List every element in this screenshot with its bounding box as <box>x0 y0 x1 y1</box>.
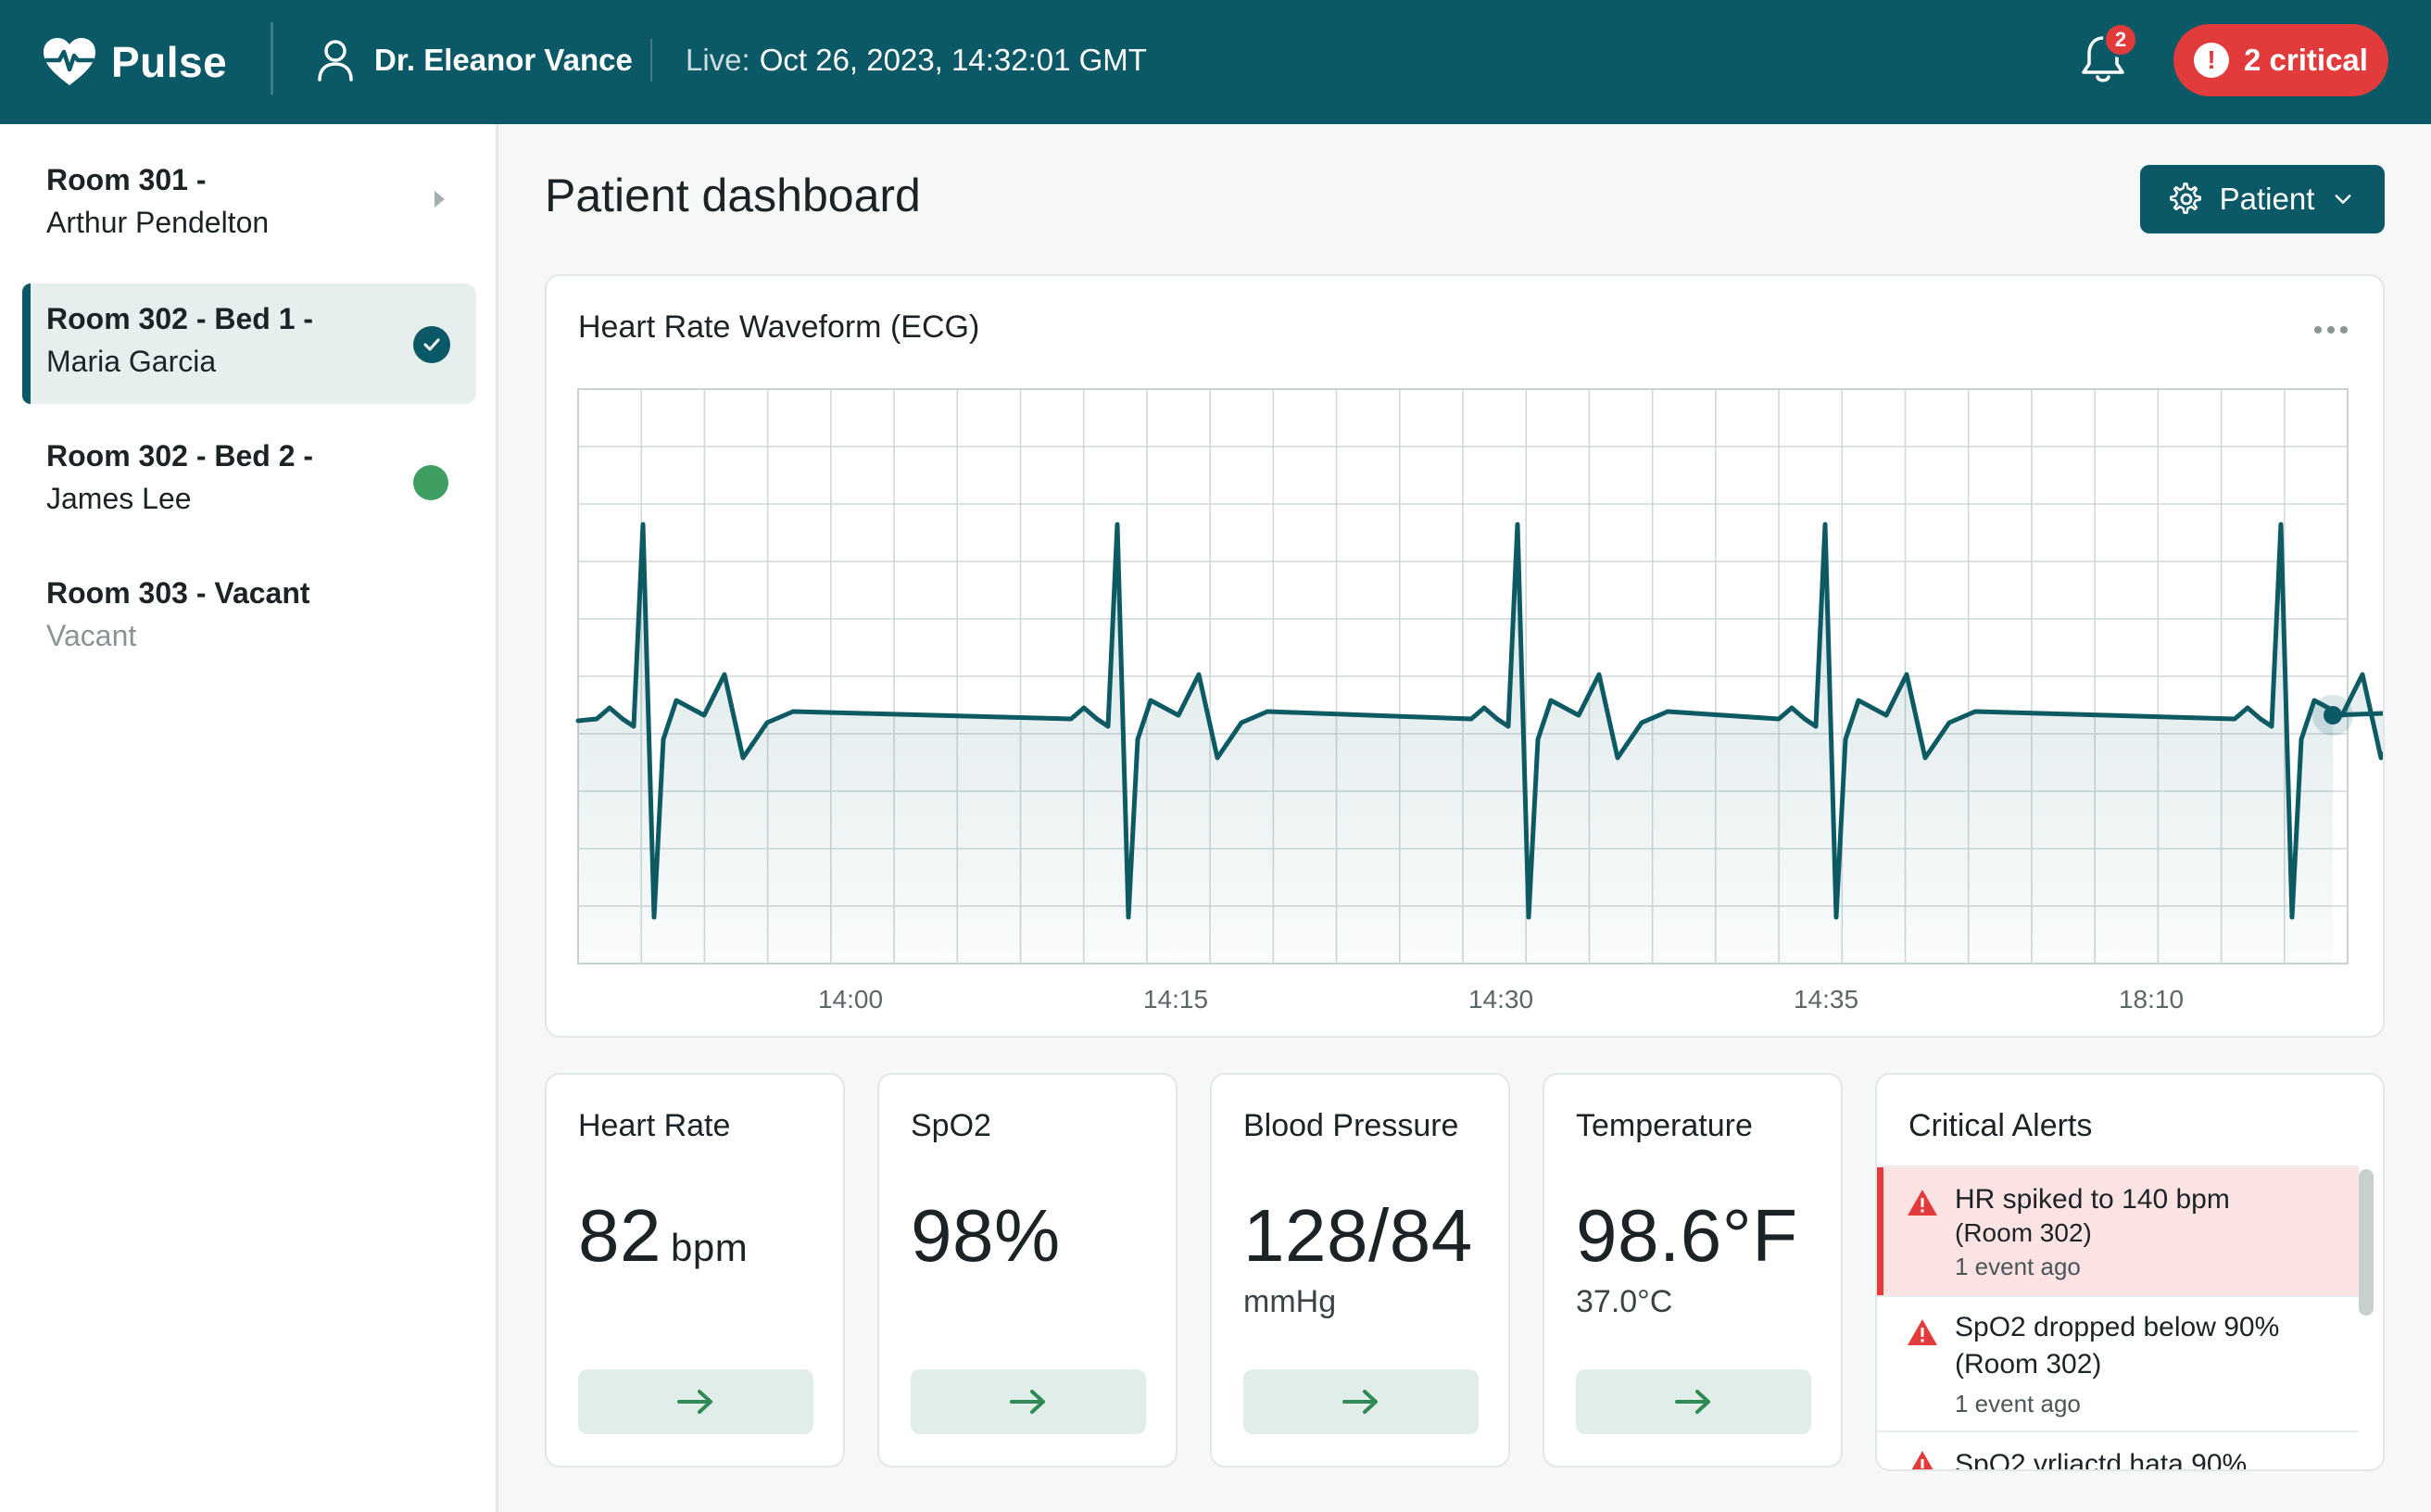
patient-list-item[interactable]: Room 302 - Bed 2 - James Lee <box>22 421 476 541</box>
more-options-icon[interactable] <box>2314 326 2348 334</box>
patient-list-item[interactable]: Room 303 - Vacant Vacant <box>22 558 476 678</box>
arrow-right-icon <box>1675 1390 1710 1414</box>
view-details-button[interactable] <box>578 1369 813 1434</box>
live-label: Live: <box>686 43 750 77</box>
alert-room: (Room 302) <box>1955 1218 2092 1247</box>
heart-rate-card: Heart Rate 82 bpm <box>545 1073 845 1468</box>
ecg-waveform-line <box>575 522 2383 920</box>
stat-title: Heart Rate <box>578 1108 731 1143</box>
critical-alerts-button[interactable]: ! 2 critical <box>2173 24 2388 96</box>
app-name: Pulse <box>111 38 228 86</box>
blood-pressure-card: Blood Pressure 128/84 mmHg <box>1210 1073 1510 1468</box>
stat-secondary-value: 37.0°C <box>1576 1284 1673 1319</box>
user-name: Dr. Eleanor Vance <box>374 43 633 77</box>
stat-unit: bpm <box>670 1226 749 1269</box>
patient-room: Room 302 - Bed 2 - <box>46 439 314 472</box>
x-tick-label: 14:35 <box>1794 985 1858 1014</box>
view-details-button[interactable] <box>1243 1369 1479 1434</box>
x-tick-label: 18:10 <box>2119 985 2184 1014</box>
warning-triangle-icon <box>1908 1190 1937 1216</box>
ecg-chart: 14:00 14:15 14:30 14:35 18:10 <box>575 388 2383 1014</box>
live-time: Oct 26, 2023, 14:32:01 GMT <box>759 43 1147 77</box>
spo2-card: SpO2 98% <box>877 1073 1178 1468</box>
warning-triangle-icon <box>1911 1451 1933 1469</box>
alerts-list[interactable]: HR spiked to 140 bpm (Room 302) 1 event … <box>1877 1166 2359 1471</box>
caret-right-icon <box>435 191 445 208</box>
patient-list-item[interactable]: Room 301 - Arthur Pendelton <box>22 145 476 265</box>
heart-pulse-icon <box>44 38 95 85</box>
patient-room: Room 302 - Bed 1 - <box>46 302 314 335</box>
page-title: Patient dashboard <box>545 170 921 221</box>
alerts-title: Critical Alerts <box>1908 1108 2093 1143</box>
gear-icon <box>2169 183 2201 214</box>
temperature-card: Temperature 98.6°F 37.0°C <box>1543 1073 1843 1468</box>
arrow-right-icon <box>677 1390 712 1414</box>
alert-time: 1 event ago <box>1955 1390 2081 1418</box>
stat-value: 98% <box>911 1194 1061 1277</box>
patient-sidebar: Room 301 - Arthur Pendelton Room 302 - B… <box>0 124 498 1512</box>
alert-item[interactable]: SpO2 dropped below 90% (Room 302) 1 even… <box>1877 1297 2359 1432</box>
alert-room: (Room 302) <box>1955 1349 2102 1380</box>
app-logo[interactable]: Pulse <box>41 32 227 93</box>
alert-message: SpO2 dropped below 90% <box>1955 1312 2280 1342</box>
ecg-card: Heart Rate Waveform (ECG) 14:00 14:15 14:3… <box>545 274 2385 1038</box>
patient-room: Room 303 - Vacant <box>46 576 310 610</box>
stat-unit: mmHg <box>1243 1284 1337 1319</box>
divider <box>271 22 273 94</box>
x-tick-label: 14:30 <box>1468 985 1533 1014</box>
x-tick-label: 14:00 <box>818 985 883 1014</box>
patient-list-item-selected[interactable]: Room 302 - Bed 1 - Maria Garcia <box>22 284 476 404</box>
notification-badge: 2 <box>2103 22 2138 57</box>
stat-value: 82 bpm <box>578 1193 748 1279</box>
stat-number: 82 <box>578 1194 661 1277</box>
alerts-scrollbar[interactable] <box>2359 1169 2374 1316</box>
arrow-right-icon <box>1342 1390 1378 1414</box>
user-menu[interactable]: Dr. Eleanor Vance <box>315 35 633 85</box>
stat-title: Temperature <box>1576 1108 1753 1143</box>
patient-status: Vacant <box>46 619 137 652</box>
stat-title: Blood Pressure <box>1243 1108 1459 1143</box>
critical-alerts-card: Critical Alerts HR spiked to 140 bpm (Ro… <box>1875 1073 2385 1471</box>
alert-message: HR spiked to 140 bpm <box>1955 1184 2230 1215</box>
stat-value: 128/84 <box>1243 1194 1473 1277</box>
status-online-dot <box>413 465 448 500</box>
check-circle-icon <box>413 326 450 363</box>
alert-item[interactable]: SpO2 vrliactd hata 90% <box>1877 1432 2359 1471</box>
user-icon <box>318 40 353 82</box>
live-clock: Live: Oct 26, 2023, 14:32:01 GMT <box>686 35 1147 85</box>
alert-item[interactable]: HR spiked to 140 bpm (Room 302) 1 event … <box>1877 1167 2359 1297</box>
divider <box>650 39 652 82</box>
arrow-right-icon <box>1010 1390 1045 1414</box>
chevron-down-icon <box>2335 195 2351 204</box>
alert-time: 1 event ago <box>1955 1253 2081 1280</box>
view-details-button[interactable] <box>911 1369 1146 1434</box>
ecg-live-marker <box>2324 706 2342 724</box>
exclamation-icon: ! <box>2194 43 2230 78</box>
warning-triangle-icon <box>1908 1319 1937 1345</box>
patient-menu-label: Patient <box>2219 182 2315 216</box>
patient-name: Maria Garcia <box>46 345 217 378</box>
patient-room: Room 301 - <box>46 163 207 196</box>
patient-name: James Lee <box>46 482 192 515</box>
top-bar: Pulse Dr. Eleanor Vance Live: Oct 26, 20… <box>0 0 2431 124</box>
patient-menu-button[interactable]: Patient <box>2140 165 2385 233</box>
critical-count-label: 2 critical <box>2244 43 2368 77</box>
ecg-area-fill <box>578 524 2383 964</box>
patient-name: Arthur Pendelton <box>46 206 270 239</box>
alert-message: SpO2 vrliactd hata 90% <box>1955 1449 2248 1471</box>
stat-value: 98.6°F <box>1576 1194 1798 1277</box>
x-tick-label: 14:15 <box>1143 985 1208 1014</box>
view-details-button[interactable] <box>1576 1369 1811 1434</box>
ecg-title: Heart Rate Waveform (ECG) <box>578 309 980 345</box>
stat-title: SpO2 <box>911 1108 991 1143</box>
